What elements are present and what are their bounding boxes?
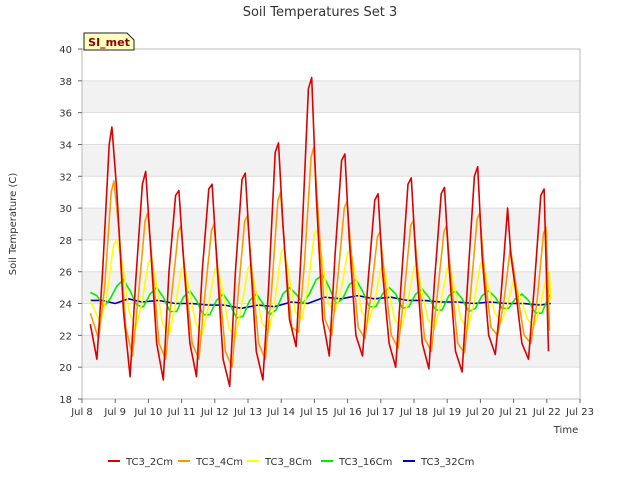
plot-band [82, 144, 580, 177]
y-tick-label: 28 [59, 236, 72, 247]
series-line-tc3_2cm [89, 76, 550, 388]
x-tick-label: Jul 9 [103, 407, 126, 418]
legend-label: TC3_32Cm [420, 457, 474, 468]
legend-label: TC3_16Cm [338, 457, 392, 468]
legend-label: TC3_2Cm [125, 457, 173, 468]
x-tick-label: Jul 20 [465, 407, 494, 418]
x-tick-label: Jul 18 [399, 407, 428, 418]
series-lines [89, 76, 552, 388]
y-tick-label: 34 [59, 140, 72, 151]
site-badge: SI_met [83, 32, 135, 51]
plot-band [82, 80, 580, 113]
x-tick-label: Jul 11 [167, 407, 196, 418]
x-axis: Jul 8 Jul 9 Jul 10 Jul 11 Jul 12 Jul 13 Jul 14… [70, 399, 594, 418]
legend: TC3_2Cm TC3_4Cm TC3_8Cm TC3_16Cm TC3_32Cm [108, 457, 474, 468]
y-tick-label: 22 [59, 331, 72, 342]
x-tick-label: Jul 10 [133, 407, 162, 418]
x-tick-label: Jul 12 [200, 407, 229, 418]
x-tick-label: Jul 19 [432, 407, 461, 418]
x-tick-label: Jul 14 [266, 407, 295, 418]
y-tick-label: 26 [59, 268, 72, 279]
legend-label: TC3_8Cm [264, 457, 312, 468]
series-line-tc3_4cm [89, 146, 551, 369]
y-tick-label: 30 [59, 204, 72, 215]
y-tick-label: 20 [59, 363, 72, 374]
legend-label: TC3_4Cm [195, 457, 243, 468]
y-axis: 18 20 22 24 26 28 30 32 34 36 38 40 [59, 45, 82, 406]
x-tick-label: Jul 16 [333, 407, 362, 418]
y-tick-label: 36 [59, 109, 72, 120]
x-tick-label: Jul 21 [499, 407, 528, 418]
chart-title: Soil Temperatures Set 3 [243, 5, 398, 20]
y-tick-label: 32 [59, 172, 72, 183]
x-axis-label: Time [553, 425, 578, 436]
y-tick-label: 24 [59, 300, 72, 311]
x-tick-label: Jul 8 [70, 407, 93, 418]
plot-bands [82, 80, 580, 368]
x-tick-label: Jul 17 [366, 407, 395, 418]
x-tick-label: Jul 15 [299, 407, 328, 418]
x-tick-label: Jul 13 [233, 407, 262, 418]
plot-frame [81, 48, 581, 400]
site-badge-label: SI_met [88, 36, 130, 49]
y-tick-label: 40 [59, 45, 72, 56]
y-tick-label: 38 [59, 77, 72, 88]
x-tick-label: Jul 22 [532, 407, 561, 418]
y-tick-label: 18 [59, 395, 72, 406]
series-line-tc3_8cm [89, 229, 552, 340]
plot-band [82, 208, 580, 240]
y-axis-label: Soil Temperature (C) [8, 173, 19, 276]
x-tick-label: Jul 23 [565, 407, 594, 418]
